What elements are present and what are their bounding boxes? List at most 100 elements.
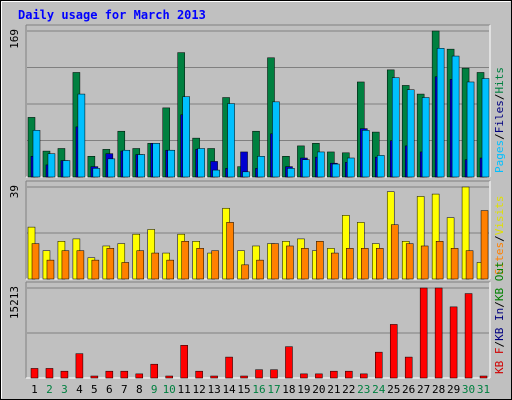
bar-files-day-1 [32,130,41,178]
bar-sites-day-16 [256,259,264,280]
bar-sites-day-30 [465,250,474,280]
bar-kbf-day-9 [150,363,158,379]
day-label-15: 15 [237,383,250,396]
bar-sites-day-17 [271,243,279,280]
bar-files-day-19 [302,159,310,178]
bar-kbf-day-29 [449,306,458,379]
day-label-7: 7 [121,383,128,396]
day-label-26: 26 [402,383,415,396]
bar-sites-day-25 [390,224,399,280]
bar-files-day-13 [212,169,220,178]
bar-files-day-14 [227,103,235,178]
day-label-11: 11 [178,383,191,396]
day-label-16: 16 [252,383,265,396]
bar-files-day-22 [347,157,355,178]
bar-visits-day-7 [117,243,126,280]
bar-files-day-10 [167,149,175,178]
bar-kbf-day-13 [210,375,218,379]
ymax-label-visits-sites: 39 [8,185,21,198]
day-label-12: 12 [193,383,206,396]
bar-sites-day-7 [121,262,130,280]
day-label-10: 10 [163,383,176,396]
day-label-31: 31 [477,383,490,396]
legend-item-kbytes-0: KB F [493,348,506,375]
legend-item-hits-files-pages-0: Pages [493,140,506,173]
bar-sites-day-29 [450,248,459,280]
bar-kbf-day-20 [315,373,323,379]
bar-sites-day-19 [301,248,309,280]
panel-bg-kbytes [26,282,490,378]
legend-item-hits-files-pages-3: / [493,94,506,101]
day-label-5: 5 [91,383,98,396]
bar-visits-day-30 [461,186,470,280]
bar-files-day-18 [287,168,295,178]
bar-sites-day-2 [46,259,55,280]
bar-sites-day-3 [61,250,70,280]
bar-kbf-day-11 [180,345,188,379]
legend-item-hits-files-pages-2: Files [493,100,506,133]
bar-kbf-day-14 [225,356,233,379]
legend-item-visits-sites-0: Sites [493,242,506,275]
bar-sites-day-11 [181,241,189,280]
legend-hits-files-pages: Pages/Files/Hits [493,67,506,173]
bar-kbf-day-24 [375,351,383,379]
bar-sites-day-22 [346,248,354,280]
bar-sites-day-4 [76,250,85,280]
bar-kbf-day-22 [345,370,353,379]
bar-files-day-3 [62,160,71,178]
day-label-17: 17 [267,383,280,396]
bar-visits-day-28 [431,193,440,280]
bar-files-day-30 [466,81,475,178]
bar-sites-day-27 [420,245,429,280]
bar-sites-day-18 [286,245,294,280]
bar-kbf-day-7 [120,370,129,379]
bar-files-day-24 [377,155,385,178]
day-label-8: 8 [136,383,143,396]
bar-sites-day-8 [136,250,145,280]
bar-kbf-day-28 [434,287,443,379]
day-label-3: 3 [61,383,68,396]
legend-item-kbytes-4: KB Out [493,261,506,301]
day-label-13: 13 [207,383,220,396]
bar-files-day-12 [197,148,205,178]
bar-files-day-9 [152,143,160,178]
bar-sites-day-10 [166,259,174,280]
bar-sites-day-9 [151,252,159,280]
bar-files-day-6 [107,158,116,178]
bar-sites-day-20 [316,241,324,280]
bar-files-day-11 [182,96,190,178]
bar-kbf-day-1 [30,368,39,379]
bar-files-day-25 [391,77,400,178]
bar-kbf-day-6 [105,370,114,379]
chart-title: Daily usage for March 2013 [18,8,206,22]
day-label-22: 22 [342,383,355,396]
bar-sites-day-6 [106,248,115,280]
bar-files-day-8 [137,154,146,178]
bar-files-day-20 [317,151,325,178]
legend-item-hits-files-pages-1: / [493,133,506,140]
bar-files-day-5 [92,168,101,178]
bar-sites-day-23 [361,248,369,280]
bar-sites-day-1 [31,243,40,280]
bar-files-day-31 [481,78,490,178]
bar-sites-day-15 [241,264,249,280]
day-label-29: 29 [447,383,460,396]
bar-sites-day-12 [196,248,204,280]
bar-files-day-4 [77,93,86,178]
legend-item-kbytes-1: / [493,341,506,348]
bar-kbf-day-12 [195,370,203,379]
legend-item-visits-sites-1: / [493,235,506,242]
bar-kbf-day-4 [75,353,84,379]
day-label-18: 18 [282,383,295,396]
day-label-30: 30 [462,383,475,396]
legend-kbytes: KB F/KB In/KB Out [493,261,506,374]
bar-files-day-16 [257,156,265,178]
bar-kbf-day-27 [419,287,428,379]
bar-kbf-day-21 [330,370,338,379]
bar-sites-day-13 [211,250,219,280]
day-label-24: 24 [372,383,386,396]
bar-files-day-27 [421,97,430,178]
bar-kbf-day-3 [60,370,69,379]
